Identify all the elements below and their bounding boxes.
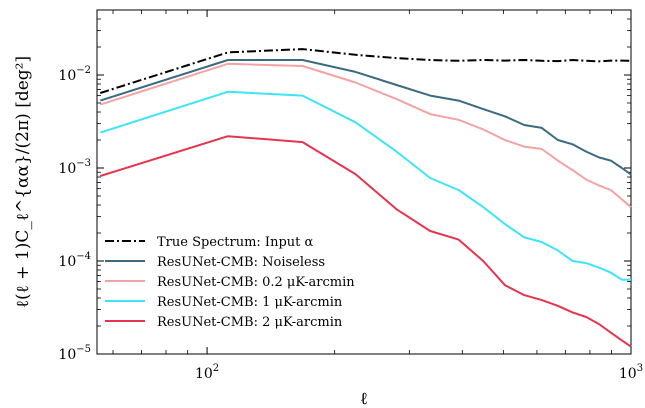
- series-line-2: [99, 59, 632, 176]
- series-line-1: [99, 48, 632, 94]
- series-line-3: [99, 62, 632, 208]
- x-tick-label: 103: [619, 363, 643, 382]
- legend-label-1: True Spectrum: Input α: [157, 235, 313, 250]
- legend-label-5: ResUNet-CMB: 2 μK-arcmin: [157, 315, 343, 330]
- x-tick-label: 102: [195, 363, 219, 382]
- y-axis-label: ℓ(ℓ + 1)C_ℓ^{αα}/(2π) [deg²]: [13, 56, 33, 308]
- legend-label-4: ResUNet-CMB: 1 μK-arcmin: [157, 295, 343, 310]
- series-line-5: [100, 135, 632, 348]
- y-tick-label: 10−2: [58, 65, 91, 84]
- y-tick-label: 10−3: [58, 158, 91, 177]
- series-group: [99, 48, 632, 348]
- legend-label-3: ResUNet-CMB: 0.2 μK-arcmin: [157, 275, 355, 290]
- y-tick-label: 10−4: [58, 251, 91, 270]
- legend: True Spectrum: Input α ResUNet-CMB: Noise…: [105, 235, 355, 330]
- x-axis-label: ℓ: [360, 389, 368, 408]
- ticks: 102 103 10−5 10−4 10−3 10−2: [58, 9, 643, 382]
- legend-label-2: ResUNet-CMB: Noiseless: [157, 255, 325, 270]
- series-line-4: [99, 90, 631, 281]
- y-tick-label: 10−5: [58, 344, 91, 363]
